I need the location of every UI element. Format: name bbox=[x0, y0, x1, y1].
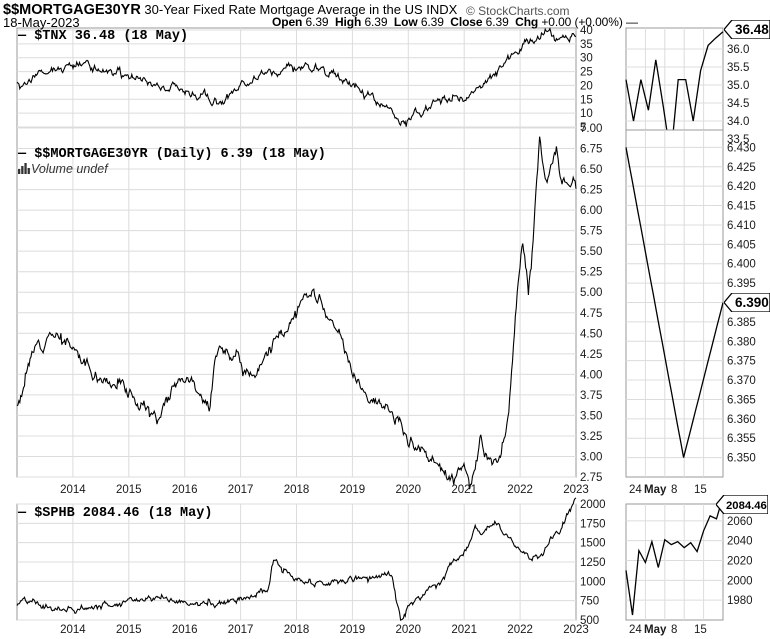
svg-text:6.00: 6.00 bbox=[580, 205, 602, 217]
svg-text:6.390: 6.390 bbox=[735, 295, 769, 310]
svg-text:2084.46: 2084.46 bbox=[726, 500, 767, 512]
svg-text:6.400: 6.400 bbox=[727, 259, 756, 271]
svg-text:2000: 2000 bbox=[580, 499, 606, 511]
svg-text:35.0: 35.0 bbox=[727, 80, 749, 92]
svg-text:2019: 2019 bbox=[340, 484, 366, 496]
svg-text:6.410: 6.410 bbox=[727, 220, 756, 232]
svg-text:5.50: 5.50 bbox=[580, 246, 602, 258]
svg-text:6.360: 6.360 bbox=[727, 414, 756, 426]
svg-text:2020: 2020 bbox=[396, 624, 422, 636]
svg-text:6.50: 6.50 bbox=[580, 164, 602, 176]
svg-text:1750: 1750 bbox=[580, 518, 606, 530]
svg-text:2060: 2060 bbox=[727, 516, 753, 528]
svg-text:24: 24 bbox=[629, 484, 642, 496]
svg-text:34.0: 34.0 bbox=[727, 116, 749, 128]
svg-text:2040: 2040 bbox=[727, 536, 753, 548]
svg-text:1250: 1250 bbox=[580, 557, 606, 569]
svg-text:2023: 2023 bbox=[563, 624, 589, 636]
svg-text:34.5: 34.5 bbox=[727, 98, 749, 110]
svg-text:6.375: 6.375 bbox=[727, 356, 756, 368]
svg-text:2018: 2018 bbox=[284, 624, 310, 636]
svg-text:1980: 1980 bbox=[727, 595, 753, 607]
svg-text:2.75: 2.75 bbox=[580, 472, 602, 484]
svg-text:6.415: 6.415 bbox=[727, 201, 756, 213]
svg-text:2020: 2020 bbox=[727, 556, 753, 568]
svg-text:2018: 2018 bbox=[284, 484, 310, 496]
svg-text:2016: 2016 bbox=[172, 624, 198, 636]
svg-text:2021: 2021 bbox=[451, 624, 477, 636]
svg-text:24: 24 bbox=[629, 624, 642, 636]
svg-text:30: 30 bbox=[580, 53, 593, 65]
svg-text:750: 750 bbox=[580, 596, 599, 608]
svg-text:4.25: 4.25 bbox=[580, 349, 602, 361]
svg-text:May: May bbox=[644, 484, 667, 496]
svg-text:6.420: 6.420 bbox=[727, 181, 756, 193]
svg-text:6.405: 6.405 bbox=[727, 239, 756, 251]
svg-text:3.00: 3.00 bbox=[580, 452, 602, 464]
svg-text:2017: 2017 bbox=[228, 484, 254, 496]
svg-text:6.385: 6.385 bbox=[727, 317, 756, 329]
svg-text:6.370: 6.370 bbox=[727, 375, 756, 387]
svg-text:15: 15 bbox=[580, 94, 593, 106]
svg-text:6.75: 6.75 bbox=[580, 144, 602, 156]
svg-text:2000: 2000 bbox=[727, 575, 753, 587]
svg-text:2023: 2023 bbox=[563, 484, 589, 496]
svg-text:36.0: 36.0 bbox=[727, 44, 749, 56]
svg-text:3.25: 3.25 bbox=[580, 431, 602, 443]
svg-text:35.5: 35.5 bbox=[727, 62, 749, 74]
svg-text:2019: 2019 bbox=[340, 624, 366, 636]
svg-text:6.430: 6.430 bbox=[727, 142, 756, 154]
svg-text:7.00: 7.00 bbox=[580, 123, 602, 135]
svg-text:3.75: 3.75 bbox=[580, 390, 602, 402]
svg-text:2022: 2022 bbox=[507, 484, 533, 496]
svg-text:2015: 2015 bbox=[116, 484, 142, 496]
svg-text:20: 20 bbox=[580, 80, 593, 92]
svg-text:3.50: 3.50 bbox=[580, 410, 602, 422]
svg-text:36.48: 36.48 bbox=[735, 22, 769, 37]
svg-text:8: 8 bbox=[671, 484, 677, 496]
svg-text:6.355: 6.355 bbox=[727, 433, 756, 445]
svg-text:2020: 2020 bbox=[396, 484, 422, 496]
svg-text:2015: 2015 bbox=[116, 624, 142, 636]
svg-text:1000: 1000 bbox=[580, 576, 606, 588]
svg-text:5.75: 5.75 bbox=[580, 226, 602, 238]
svg-text:6.395: 6.395 bbox=[727, 278, 756, 290]
svg-text:2014: 2014 bbox=[60, 484, 86, 496]
svg-text:1500: 1500 bbox=[580, 538, 606, 550]
svg-text:2021: 2021 bbox=[451, 484, 477, 496]
svg-text:6.380: 6.380 bbox=[727, 336, 756, 348]
svg-text:2017: 2017 bbox=[228, 624, 254, 636]
svg-text:5.00: 5.00 bbox=[580, 287, 602, 299]
svg-text:6.425: 6.425 bbox=[727, 162, 756, 174]
svg-text:2016: 2016 bbox=[172, 484, 198, 496]
svg-text:35: 35 bbox=[580, 39, 593, 51]
svg-text:May: May bbox=[644, 624, 667, 636]
svg-text:15: 15 bbox=[694, 484, 707, 496]
svg-text:5.25: 5.25 bbox=[580, 267, 602, 279]
svg-text:25: 25 bbox=[580, 67, 593, 79]
svg-text:6.350: 6.350 bbox=[727, 453, 756, 465]
svg-text:10: 10 bbox=[580, 108, 593, 120]
svg-text:2014: 2014 bbox=[60, 624, 86, 636]
svg-text:4.00: 4.00 bbox=[580, 369, 602, 381]
svg-text:6.365: 6.365 bbox=[727, 394, 756, 406]
svg-text:4.75: 4.75 bbox=[580, 308, 602, 320]
svg-text:15: 15 bbox=[694, 624, 707, 636]
svg-text:8: 8 bbox=[671, 624, 677, 636]
svg-text:6.25: 6.25 bbox=[580, 185, 602, 197]
svg-text:4.50: 4.50 bbox=[580, 328, 602, 340]
svg-text:2022: 2022 bbox=[507, 624, 533, 636]
